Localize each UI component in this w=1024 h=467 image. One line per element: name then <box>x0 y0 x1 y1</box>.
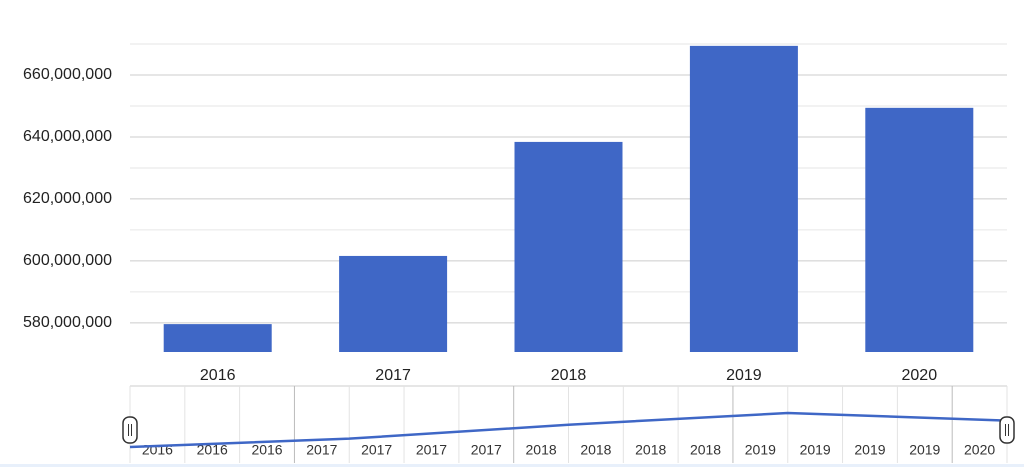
navigator[interactable]: 2016 2016 2016 2017 2017 2017 2017 2018 2018 2018… <box>122 385 1015 463</box>
navigator-label: 2016 <box>142 442 173 458</box>
navigator-label: 2019 <box>854 442 885 458</box>
navigator-label: 2019 <box>909 442 940 458</box>
navigator-label: 2018 <box>580 442 611 458</box>
bar <box>339 255 448 352</box>
bar <box>514 141 623 352</box>
range-handle[interactable] <box>122 416 138 444</box>
navigator-label: 2018 <box>635 442 666 458</box>
navigator-label: 2017 <box>306 442 337 458</box>
navigator-label: 2016 <box>197 442 228 458</box>
x-tick-label: 2017 <box>375 367 411 384</box>
bar <box>689 45 798 352</box>
navigator-label: 2019 <box>800 442 831 458</box>
y-tick-label: 600,000,000 <box>23 252 112 269</box>
navigator-label: 2018 <box>690 442 721 458</box>
y-tick-label: 580,000,000 <box>23 314 112 331</box>
bar <box>163 324 272 352</box>
x-tick-label: 2020 <box>902 367 938 384</box>
bottom-strip <box>0 464 1024 467</box>
y-tick-label: 660,000,000 <box>23 66 112 83</box>
navigator-label: 2016 <box>251 442 282 458</box>
navigator-label: 2018 <box>526 442 557 458</box>
x-tick-label: 2019 <box>726 367 762 384</box>
x-tick-label: 2016 <box>200 367 236 384</box>
x-tick-label: 2018 <box>551 367 587 384</box>
y-tick-label: 640,000,000 <box>23 128 112 145</box>
bar <box>865 107 974 352</box>
navigator-label: 2017 <box>471 442 502 458</box>
navigator-label: 2017 <box>361 442 392 458</box>
navigator-label: 2017 <box>416 442 447 458</box>
navigator-label: 2020 <box>964 442 995 458</box>
navigator-line <box>129 411 1008 449</box>
navigator-label: 2019 <box>745 442 776 458</box>
y-tick-label: 620,000,000 <box>23 190 112 207</box>
range-handle[interactable] <box>999 416 1015 444</box>
